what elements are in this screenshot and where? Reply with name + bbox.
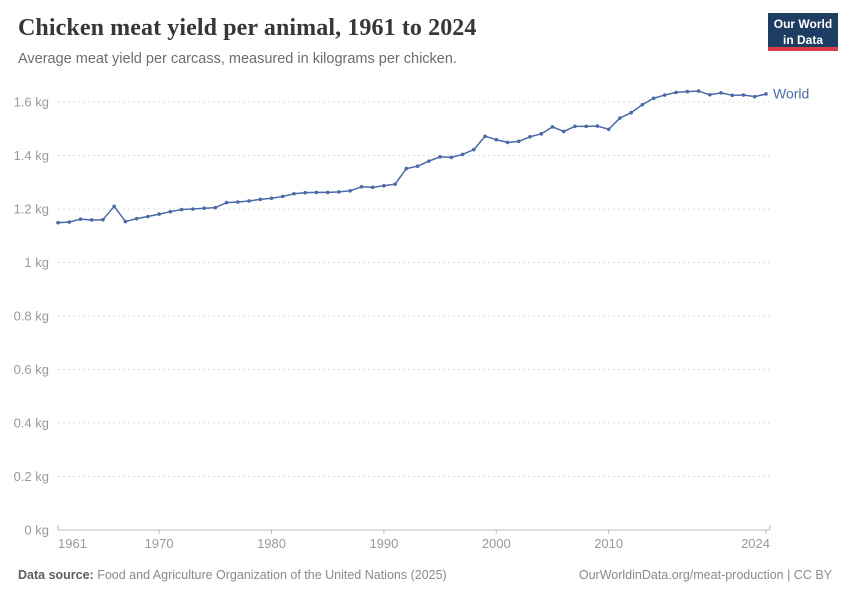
data-point[interactable] bbox=[337, 190, 341, 194]
data-point[interactable] bbox=[550, 125, 555, 129]
data-point[interactable] bbox=[393, 182, 397, 186]
data-point[interactable] bbox=[314, 190, 319, 195]
x-tick-label: 1961 bbox=[58, 536, 87, 551]
data-point[interactable] bbox=[472, 147, 476, 152]
data-point[interactable] bbox=[247, 199, 251, 203]
data-point[interactable] bbox=[764, 92, 768, 96]
data-point[interactable] bbox=[651, 96, 656, 101]
owid-logo-line1: Our World bbox=[773, 17, 833, 31]
owid-logo: Our World in Data bbox=[768, 13, 838, 51]
data-point[interactable] bbox=[483, 134, 487, 139]
data-point[interactable] bbox=[640, 102, 645, 107]
x-tick-label: 1990 bbox=[369, 536, 398, 551]
data-source-label: Data source: bbox=[18, 568, 94, 582]
x-tick-label: 1970 bbox=[145, 536, 174, 551]
data-point[interactable] bbox=[382, 183, 386, 188]
data-point[interactable] bbox=[134, 216, 139, 221]
owid-logo-line2: in Data bbox=[782, 32, 823, 47]
data-point[interactable] bbox=[370, 185, 375, 190]
series-label-world[interactable]: World bbox=[773, 85, 809, 101]
data-point[interactable] bbox=[674, 90, 678, 95]
data-point[interactable] bbox=[89, 218, 94, 222]
data-point[interactable] bbox=[449, 155, 454, 160]
data-source-text: Food and Agriculture Organization of the… bbox=[93, 568, 447, 582]
data-point[interactable] bbox=[685, 89, 690, 94]
series-line-world bbox=[57, 90, 767, 224]
y-tick-label: 1.6 kg bbox=[14, 95, 49, 110]
data-point[interactable] bbox=[236, 200, 240, 204]
y-tick-label: 1 kg bbox=[24, 255, 49, 270]
data-point[interactable] bbox=[573, 124, 577, 129]
data-point[interactable] bbox=[730, 93, 735, 98]
data-point[interactable] bbox=[224, 200, 229, 205]
y-tick-label: 1.2 kg bbox=[14, 202, 49, 217]
data-point[interactable] bbox=[101, 217, 105, 222]
y-tick-label: 0.2 kg bbox=[14, 469, 49, 484]
x-tick-label: 2024 bbox=[741, 536, 770, 551]
chart-subtitle: Average meat yield per carcass, measured… bbox=[18, 51, 457, 67]
y-tick-label: 1.4 kg bbox=[14, 148, 49, 163]
page-title: Chicken meat yield per animal, 1961 to 2… bbox=[18, 15, 477, 41]
y-tick-label: 0 kg bbox=[24, 523, 49, 538]
x-tick-label: 2010 bbox=[594, 536, 623, 551]
data-point[interactable] bbox=[191, 207, 195, 211]
data-point[interactable] bbox=[752, 94, 757, 99]
data-point[interactable] bbox=[696, 89, 701, 93]
chart-footer: Data source: Food and Agriculture Organi… bbox=[18, 568, 832, 582]
data-point[interactable] bbox=[516, 139, 521, 144]
data-point[interactable] bbox=[78, 217, 83, 221]
data-point[interactable] bbox=[415, 164, 420, 168]
data-point[interactable] bbox=[438, 155, 442, 159]
data-point[interactable] bbox=[146, 214, 150, 219]
data-point[interactable] bbox=[157, 212, 161, 216]
data-point[interactable] bbox=[348, 189, 352, 193]
data-point[interactable] bbox=[595, 124, 600, 128]
x-tick-label: 1980 bbox=[257, 536, 286, 551]
data-point[interactable] bbox=[168, 209, 173, 214]
data-point[interactable] bbox=[528, 134, 532, 139]
y-tick-label: 0.8 kg bbox=[14, 309, 49, 324]
data-point[interactable] bbox=[494, 137, 499, 142]
data-point[interactable] bbox=[741, 93, 746, 97]
data-point[interactable] bbox=[280, 194, 285, 199]
data-point[interactable] bbox=[269, 196, 274, 201]
data-point[interactable] bbox=[67, 220, 72, 224]
data-point[interactable] bbox=[404, 166, 409, 171]
chart-header: Chicken meat yield per animal, 1961 to 2… bbox=[18, 15, 758, 67]
credit-link[interactable]: OurWorldinData.org/meat-production | CC … bbox=[578, 568, 832, 582]
data-point[interactable] bbox=[325, 190, 330, 195]
data-point[interactable] bbox=[505, 140, 510, 145]
data-point[interactable] bbox=[584, 124, 588, 129]
x-tick-label: 2000 bbox=[482, 536, 511, 551]
data-point[interactable] bbox=[460, 152, 465, 157]
data-point[interactable] bbox=[618, 116, 622, 120]
data-point[interactable] bbox=[179, 207, 184, 212]
data-point[interactable] bbox=[359, 184, 364, 189]
y-tick-label: 0.6 kg bbox=[14, 362, 49, 377]
data-point[interactable] bbox=[213, 205, 218, 210]
data-point[interactable] bbox=[202, 206, 206, 210]
data-point[interactable] bbox=[258, 197, 263, 202]
data-point[interactable] bbox=[56, 220, 60, 225]
data-point[interactable] bbox=[663, 93, 667, 97]
data-point[interactable] bbox=[561, 129, 566, 134]
data-point[interactable] bbox=[708, 92, 712, 97]
data-point[interactable] bbox=[629, 110, 633, 115]
data-point[interactable] bbox=[112, 204, 116, 209]
data-point[interactable] bbox=[123, 219, 128, 224]
data-point[interactable] bbox=[303, 190, 308, 195]
data-point[interactable] bbox=[427, 159, 431, 163]
data-point[interactable] bbox=[292, 191, 296, 196]
data-point[interactable] bbox=[539, 132, 544, 136]
y-tick-label: 0.4 kg bbox=[14, 416, 49, 431]
data-point[interactable] bbox=[719, 91, 723, 95]
data-source-note: Data source: Food and Agriculture Organi… bbox=[18, 568, 447, 582]
data-point[interactable] bbox=[606, 127, 611, 132]
